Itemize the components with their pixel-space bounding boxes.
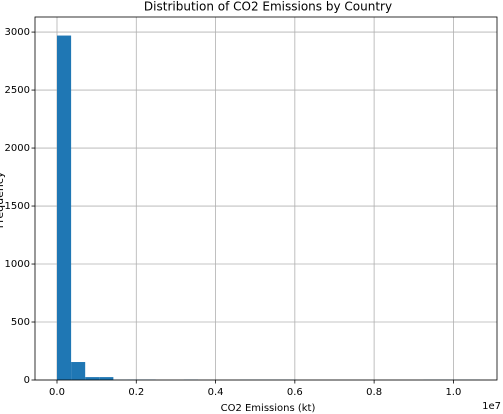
y-tick-label: 2000 — [5, 143, 30, 154]
x-tick-label: 0.2 — [128, 387, 144, 398]
x-tick-label: 0.0 — [49, 387, 65, 398]
bar — [57, 35, 72, 381]
chart-title: Distribution of CO2 Emissions by Country — [144, 0, 392, 14]
y-tick-label: 2500 — [5, 85, 30, 96]
x-axis-label: CO2 Emissions (kt) — [221, 403, 316, 414]
x-tick-label: 0.6 — [287, 387, 303, 398]
bar — [71, 362, 86, 380]
x-offset-label: 1e7 — [482, 401, 501, 412]
bar — [99, 377, 114, 380]
plot-frame — [34, 16, 498, 381]
x-tick-label: 0.4 — [208, 387, 224, 398]
y-tick-label: 1500 — [5, 201, 30, 212]
y-tick-label: 1000 — [5, 259, 30, 270]
y-tick-label: 500 — [11, 317, 30, 328]
y-axis-label: Frequency — [0, 171, 6, 228]
x-tick-label: 1.0 — [445, 387, 461, 398]
bar — [85, 377, 100, 380]
x-tick-label: 0.8 — [366, 387, 382, 398]
y-tick-label: 3000 — [5, 27, 30, 38]
y-tick-label: 0 — [24, 375, 30, 386]
